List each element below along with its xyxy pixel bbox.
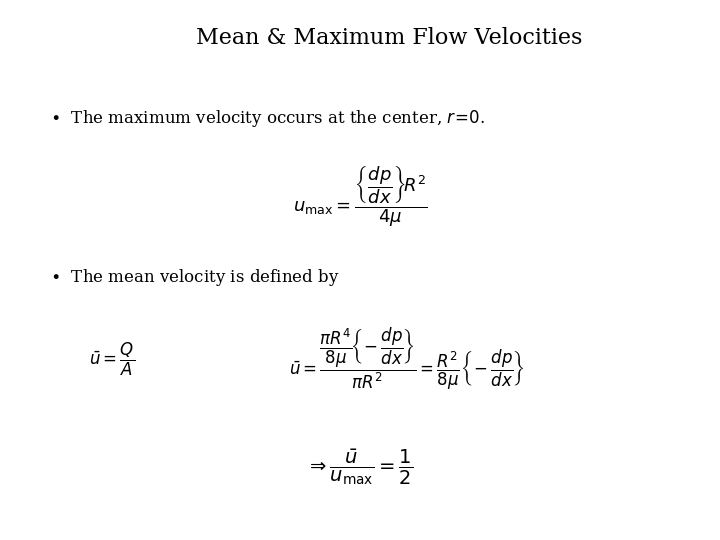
Text: $\bar{u} = \dfrac{Q}{A}$: $\bar{u} = \dfrac{Q}{A}$ [89,341,135,377]
Text: $\bar{u} = \dfrac{\dfrac{\pi R^4}{8\mu}\!\left\{\!-\dfrac{dp}{dx}\!\right\}}{\pi: $\bar{u} = \dfrac{\dfrac{\pi R^4}{8\mu}\… [289,326,524,392]
Text: $\bullet$  The maximum velocity occurs at the center, $r\!=\!0$.: $\bullet$ The maximum velocity occurs at… [50,108,485,129]
Text: $\bullet$  The mean velocity is defined by: $\bullet$ The mean velocity is defined b… [50,267,340,288]
Text: Mean & Maximum Flow Velocities: Mean & Maximum Flow Velocities [196,27,582,49]
Text: $u_{\mathrm{max}} = \dfrac{\left\{\dfrac{dp}{dx}\right\}\!R^2}{4\mu}$: $u_{\mathrm{max}} = \dfrac{\left\{\dfrac… [293,165,427,230]
Text: $\Rightarrow \dfrac{\bar{u}}{u_{\mathrm{max}}} = \dfrac{1}{2}$: $\Rightarrow \dfrac{\bar{u}}{u_{\mathrm{… [306,448,414,487]
